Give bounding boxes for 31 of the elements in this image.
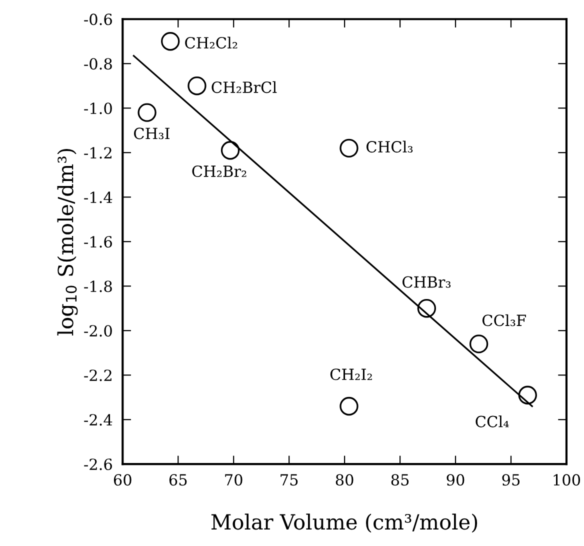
x-tick-label: 80	[336, 474, 354, 486]
x-tick-label: 60	[114, 474, 132, 486]
x-tick-label: 75	[280, 474, 298, 486]
annotation: CCl₄	[476, 416, 509, 428]
y-tick-label: -1.4	[84, 192, 112, 204]
y-tick-label: -1.8	[84, 280, 112, 292]
x-tick-label: 95	[502, 474, 520, 486]
annotation: CH₃I	[134, 128, 170, 140]
x-tick-label: 65	[169, 474, 187, 486]
x-tick-label: 90	[446, 474, 464, 486]
annotation: CCl₃F	[482, 314, 526, 326]
x-tick-label: 100	[554, 474, 580, 486]
y-tick-label: -2.6	[84, 458, 112, 470]
annotation: CHBr₃	[402, 276, 451, 288]
y-axis-title: log$_{10}$ S(mole/dm³)	[57, 148, 78, 336]
y-tick-label: -0.8	[84, 58, 112, 70]
x-tick-label: 70	[225, 474, 242, 486]
annotation: CH₂Br₂	[192, 165, 246, 178]
annotation: CHCl₃	[366, 140, 413, 153]
x-tick-label: 85	[391, 474, 409, 486]
annotation: CH₂Cl₂	[185, 36, 238, 49]
y-tick-label: -1.6	[84, 236, 112, 248]
y-tick-label: -2.2	[84, 370, 112, 382]
annotation: CH₂BrCl	[212, 81, 277, 94]
annotation: CH₂I₂	[330, 368, 372, 380]
y-tick-label: -2.0	[84, 325, 112, 337]
y-tick-label: -2.4	[84, 414, 112, 426]
y-tick-label: -1.0	[84, 102, 112, 114]
x-axis-title: Molar Volume (cm³/mole)	[211, 514, 478, 533]
y-tick-label: -1.2	[84, 147, 112, 159]
y-tick-label: -0.6	[84, 14, 112, 26]
